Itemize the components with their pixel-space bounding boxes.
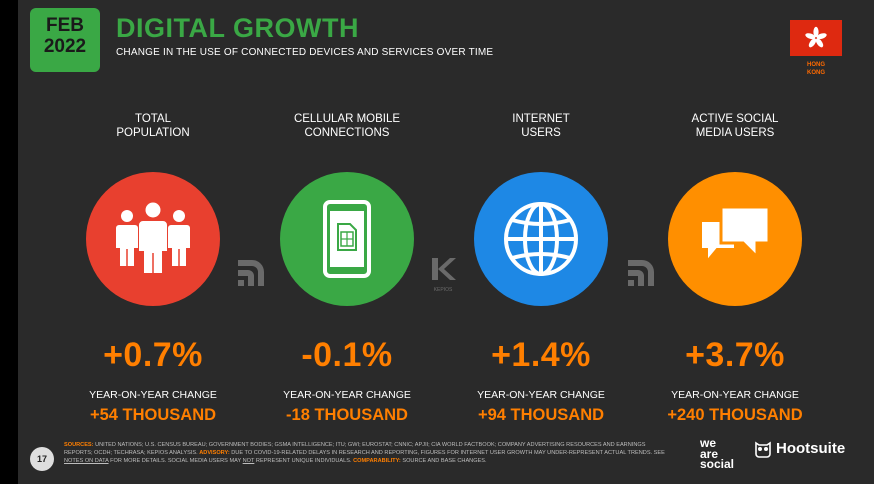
data-watermark-icon — [628, 260, 654, 286]
stat-absolute-change: -18 THOUSAND — [286, 406, 408, 424]
kepios-label: KEPIOS — [433, 287, 453, 293]
footer-sources: SOURCES: UNITED NATIONS; U.S. CENSUS BUR… — [64, 441, 672, 465]
stat-heading-line1: CELLULAR MOBILE — [293, 113, 401, 125]
advisory-label: ADVISORY: — [199, 450, 230, 456]
stat-absolute-change: +240 THOUSAND — [667, 406, 803, 424]
stat-yoy-label: YEAR-ON-YEAR CHANGE — [89, 389, 217, 401]
page-number: 17 — [30, 447, 54, 471]
owl-icon — [755, 441, 771, 458]
region-label: HONG KONG — [790, 61, 842, 77]
kepios-watermark: KEPIOS — [430, 256, 456, 293]
stat-circle — [668, 172, 802, 306]
advisory-text-3: REPRESENT UNIQUE INDIVIDUALS. — [255, 458, 352, 464]
stat-heading: TOTAL POPULATION — [58, 112, 248, 142]
stat-heading: ACTIVE SOCIAL MEDIA USERS — [640, 112, 830, 142]
stat-circle — [86, 172, 220, 306]
chat-bubbles-icon — [700, 205, 771, 264]
date-badge: FEB 2022 — [30, 8, 100, 72]
stat-heading-line2: POPULATION — [116, 127, 190, 139]
stat-percent-change: +3.7% — [685, 336, 785, 374]
stat-percent-change: +1.4% — [491, 336, 591, 374]
stat-cellular-mobile-connections: CELLULAR MOBILE CONNECTIONS -0.1% YEAR-O… — [252, 112, 442, 425]
stat-percent-change: -0.1% — [301, 336, 393, 374]
stat-internet-users: INTERNET USERS +1.4% YEAR-ON-YEAR CHANGE… — [446, 112, 636, 425]
brand1-line1: we — [700, 436, 717, 450]
date-month: FEB — [46, 15, 84, 36]
page-title: DIGITAL GROWTH — [116, 13, 359, 43]
brand2-name: Hootsuite — [776, 440, 846, 457]
hootsuite-logo: Hootsuite — [754, 440, 845, 458]
comparability-label: COMPARABILITY: — [353, 458, 401, 464]
not-word: NOT — [242, 458, 255, 464]
stat-heading-line2: CONNECTIONS — [304, 127, 390, 139]
notes-on-data-link[interactable]: NOTES ON DATA — [64, 458, 109, 464]
people-icon — [116, 202, 190, 273]
stat-heading-line1: INTERNET — [512, 113, 570, 125]
stat-heading: CELLULAR MOBILE CONNECTIONS — [252, 112, 442, 142]
region-line-1: HONG — [807, 62, 825, 68]
advisory-text: DUE TO COVID-19-RELATED DELAYS IN RESEAR… — [231, 450, 665, 456]
hong-kong-flag-icon — [790, 20, 842, 56]
stat-yoy-label: YEAR-ON-YEAR CHANGE — [283, 389, 411, 401]
stat-absolute-change: +54 THOUSAND — [89, 406, 217, 424]
mobile-sim-icon — [323, 200, 371, 278]
stat-circle — [474, 172, 608, 306]
comparability-text: SOURCE AND BASE CHANGES. — [402, 458, 487, 464]
region-line-2: KONG — [807, 70, 825, 76]
stat-heading-line1: TOTAL — [135, 113, 171, 125]
slide: FEB 2022 DIGITAL GROWTH CHANGE IN THE US… — [18, 0, 874, 484]
stat-absolute-change: +94 THOUSAND — [477, 406, 605, 424]
sources-text: UNITED NATIONS; U.S. CENSUS BUREAU; GOVE… — [64, 442, 646, 456]
stat-heading-line2: MEDIA USERS — [695, 127, 775, 139]
brand1-line3: social — [700, 457, 735, 471]
stat-yoy-label: YEAR-ON-YEAR CHANGE — [671, 389, 799, 401]
stat-heading-line1: ACTIVE SOCIAL — [691, 113, 779, 125]
date-year: 2022 — [43, 36, 87, 57]
stat-total-population: TOTAL POPULATION +0.7% — [58, 112, 248, 425]
page-subtitle: CHANGE IN THE USE OF CONNECTED DEVICES A… — [116, 47, 494, 58]
stat-circle — [280, 172, 414, 306]
stat-percent-change: +0.7% — [103, 336, 203, 374]
stat-active-social-media-users: ACTIVE SOCIAL MEDIA USERS +3.7% YEAR-ON-… — [640, 112, 830, 425]
we-are-social-logo: we are social — [700, 436, 735, 471]
kepios-logo-icon — [432, 258, 456, 280]
sources-label: SOURCES: — [64, 442, 94, 448]
stat-heading: INTERNET USERS — [446, 112, 636, 142]
globe-icon — [504, 202, 578, 276]
advisory-text-2: FOR MORE DETAILS. SOCIAL MEDIA USERS MAY — [110, 458, 242, 464]
brand1-line2: are — [700, 446, 719, 461]
stat-heading-line2: USERS — [521, 127, 561, 139]
stat-yoy-label: YEAR-ON-YEAR CHANGE — [477, 389, 605, 401]
data-watermark-icon — [238, 260, 264, 286]
